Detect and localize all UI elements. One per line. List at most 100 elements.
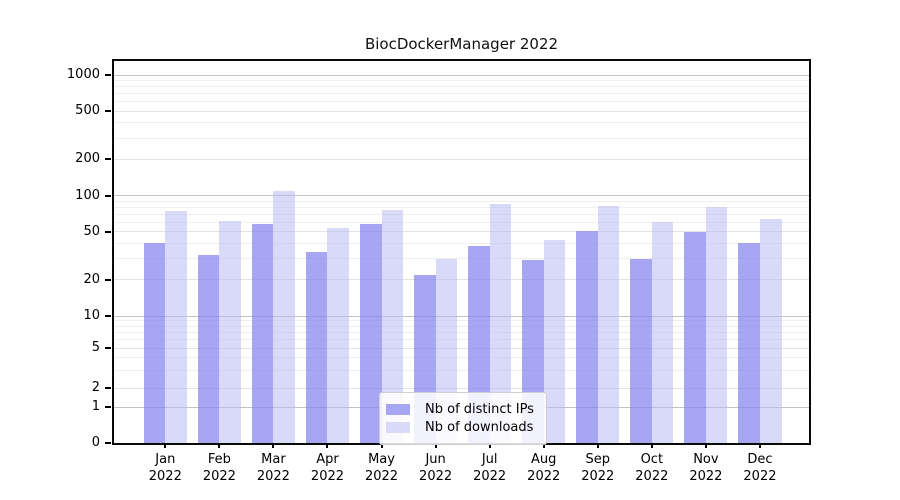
x-tick-label-feb: Feb 2022 — [202, 452, 236, 484]
bar-jan-distinct-ips — [143, 243, 166, 443]
x-tick-label-mar: Mar 2022 — [256, 452, 290, 484]
bar-nov-downloads — [705, 207, 728, 443]
y-tick-label: 5 — [91, 340, 100, 355]
y-tick-mark — [105, 406, 111, 408]
gridline-9 — [114, 320, 809, 322]
bar-mar-distinct-ips — [251, 224, 274, 443]
chart-title: BiocDockerManager 2022 — [364, 35, 559, 53]
x-tick-label-nov: Nov 2022 — [689, 452, 723, 484]
x-tick-label-aug: Aug 2022 — [527, 452, 561, 484]
gridline-1000 — [114, 74, 809, 76]
bar-feb-downloads — [219, 220, 241, 443]
x-tick-mark — [650, 443, 653, 448]
y-tick-label: 100 — [75, 187, 100, 203]
bar-may-distinct-ips — [359, 224, 382, 443]
y-tick-mark — [105, 110, 111, 113]
legend: Nb of distinct IPs Nb of downloads — [379, 392, 547, 445]
legend-item-downloads: Nb of downloads — [386, 420, 534, 435]
gridline-7 — [114, 331, 809, 333]
y-tick-label: 20 — [83, 271, 100, 287]
x-tick-mark — [272, 443, 275, 448]
x-tick-label-jul: Jul 2022 — [473, 452, 507, 484]
bar-nov-distinct-ips — [684, 231, 706, 443]
gridline-5 — [114, 347, 809, 349]
bar-dec-distinct-ips — [738, 243, 760, 443]
gridline-80 — [114, 206, 809, 208]
x-tick-label-dec: Dec 2022 — [743, 452, 777, 484]
y-tick-mark — [105, 315, 111, 317]
bar-jan-downloads — [165, 211, 187, 443]
y-tick-label: 1 — [91, 399, 100, 414]
gridline-400 — [114, 122, 809, 124]
gridline-50 — [114, 231, 809, 233]
x-tick-label-jan: Jan 2022 — [148, 452, 182, 484]
gridline-30 — [114, 258, 809, 259]
x-tick-mark — [326, 443, 329, 448]
x-tick-mark — [758, 443, 761, 448]
bar-dec-downloads — [759, 218, 782, 443]
y-tick-label: 50 — [83, 223, 100, 239]
y-tick-mark — [105, 194, 111, 197]
x-tick-label-oct: Oct 2022 — [635, 452, 669, 484]
gridline-6 — [114, 339, 809, 341]
plot-canvas: 0 1 2 5 10 20 50 100 200 500 1000 Jan 2022 Feb 2022 M… — [67, 61, 809, 484]
x-tick-mark — [380, 443, 383, 448]
bar-apr-downloads — [327, 227, 350, 443]
bar-mar-downloads — [273, 190, 295, 443]
gridline-800 — [114, 86, 809, 88]
gridline-3 — [114, 369, 809, 371]
gridline-10 — [114, 315, 809, 317]
y-tick-label: 200 — [75, 151, 100, 167]
x-tick-label-apr: Apr 2022 — [310, 452, 345, 484]
y-tick-label: 10 — [83, 308, 100, 323]
y-tick-mark — [105, 387, 111, 389]
x-tick-mark — [542, 443, 545, 448]
gridline-900 — [114, 80, 809, 81]
x-tick-label-jun: Jun 2022 — [419, 452, 453, 484]
gridline-100 — [114, 195, 809, 196]
plot-area: 0 1 2 5 10 20 50 100 200 500 1000 Jan 2022 Feb 2022 M… — [67, 59, 811, 484]
gridline-90 — [114, 200, 809, 202]
gridline-200 — [114, 158, 809, 160]
gridline-70 — [114, 213, 809, 215]
bar-sep-distinct-ips — [576, 230, 598, 443]
gridline-4 — [114, 357, 809, 359]
x-tick-mark — [218, 443, 221, 448]
legend-label-distinct-ips: Nb of distinct IPs — [425, 402, 534, 417]
x-tick-mark — [704, 443, 707, 448]
gridline-500 — [114, 110, 809, 112]
bar-may-downloads — [381, 209, 404, 443]
x-tick-mark — [434, 443, 437, 448]
y-tick-mark — [105, 230, 111, 233]
legend-swatch-downloads — [386, 422, 410, 433]
y-tick-label: 2 — [91, 380, 100, 395]
y-tick-mark — [105, 74, 111, 76]
bar-feb-distinct-ips — [197, 255, 220, 443]
y-tick-mark — [105, 442, 111, 444]
gridline-300 — [114, 137, 809, 139]
gridline-20 — [114, 279, 809, 281]
x-tick-mark — [596, 443, 599, 448]
gridline-700 — [114, 93, 809, 95]
gridline-40 — [114, 242, 809, 244]
y-tick-mark — [105, 278, 111, 281]
x-tick-mark — [164, 443, 167, 448]
y-tick-mark — [105, 347, 111, 349]
bar-apr-distinct-ips — [305, 251, 328, 443]
gridline-8 — [114, 325, 809, 327]
bar-oct-distinct-ips — [630, 258, 652, 443]
x-tick-label-sep: Sep 2022 — [581, 452, 615, 484]
x-tick-mark — [488, 443, 491, 448]
x-tick-label-may: May 2022 — [364, 452, 399, 484]
bar-aug-downloads — [543, 239, 566, 443]
legend-label-downloads: Nb of downloads — [425, 420, 534, 435]
y-tick-mark — [105, 158, 111, 161]
bar-oct-downloads — [651, 222, 674, 443]
bar-sep-downloads — [597, 205, 620, 443]
bar-jul-downloads — [489, 204, 512, 443]
legend-swatch-distinct-ips — [386, 404, 410, 415]
legend-item-distinct-ips: Nb of distinct IPs — [386, 402, 534, 417]
y-tick-label: 1000 — [66, 67, 100, 82]
y-tick-label: 500 — [75, 103, 100, 119]
